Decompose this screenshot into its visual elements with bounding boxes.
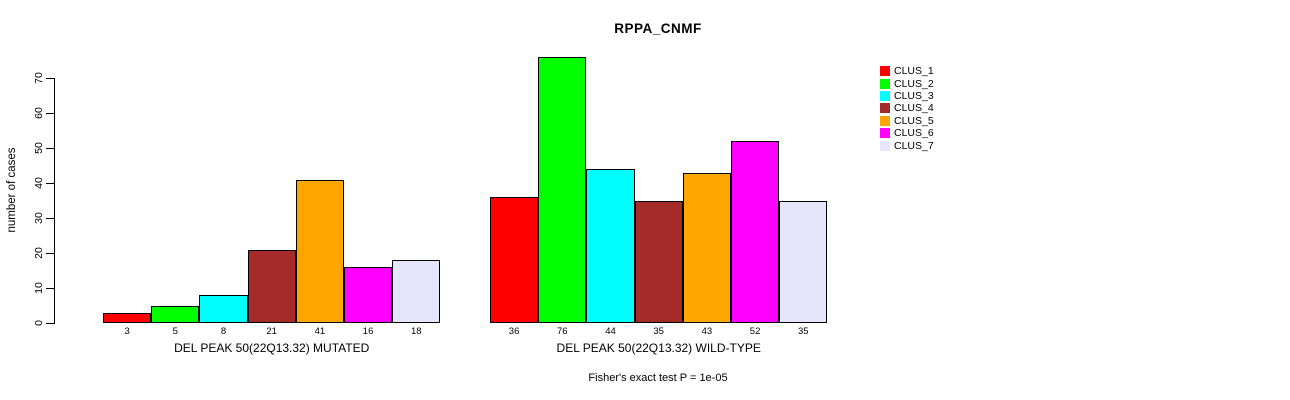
bar-value-label-clus-6-group2: 52: [749, 326, 761, 337]
y-tick-label-40: 40: [33, 177, 45, 189]
fisher-test-footnote: Fisher's exact test P = 1e-05: [588, 372, 728, 384]
y-tick-label-10: 10: [33, 282, 45, 294]
y-axis-label: number of cases: [6, 147, 18, 233]
bar-clus-5-group2: [682, 172, 731, 323]
bar-clus-3-group1: [199, 295, 248, 323]
y-tick-label-50: 50: [33, 142, 45, 154]
bar-value-label-clus-7-group1: 18: [411, 326, 422, 337]
bar-value-label-clus-4-group1: 21: [266, 326, 277, 337]
bar-clus-7-group1: [392, 260, 441, 323]
legend-label-clus-3: CLUS_3: [894, 89, 934, 102]
bar-clus-7-group2: [779, 200, 828, 323]
bar-value-label-clus-2-group2: 76: [557, 326, 568, 337]
bar-value-label-clus-5-group2: 43: [701, 326, 713, 337]
y-axis-tick-40: [46, 183, 54, 184]
legend-swatch-clus-5: [880, 115, 890, 126]
legend-row-clus-1: CLUS_1: [880, 65, 934, 77]
y-axis-tick-20: [46, 253, 54, 254]
bar-clus-3-group2: [586, 169, 635, 323]
bar-value-label-clus-2-group1: 5: [172, 326, 178, 337]
group-label-mutated: DEL PEAK 50(22Q13.32) MUTATED: [174, 341, 370, 355]
bar-clus-6-group1: [344, 267, 393, 323]
legend-row-clus-7: CLUS_7: [880, 139, 934, 152]
y-tick-label-60: 60: [33, 107, 45, 119]
legend-row-clus-5: CLUS_5: [880, 115, 934, 127]
bar-clus-4-group1: [247, 249, 296, 323]
legend-label-clus-4: CLUS_4: [894, 102, 934, 115]
y-tick-label-70: 70: [33, 72, 45, 84]
y-axis-tick-10: [46, 288, 54, 289]
legend-swatch-clus-6: [880, 128, 890, 139]
legend-row-clus-6: CLUS_6: [880, 127, 934, 139]
legend-swatch-clus-3: [880, 90, 890, 101]
y-axis-tick-30: [46, 218, 54, 219]
y-axis-tick-0: [46, 323, 54, 324]
bar-clus-1-group2: [490, 197, 539, 323]
chart-title: RPPA_CNMF: [614, 21, 702, 36]
y-axis-tick-50: [46, 148, 54, 149]
bar-clus-5-group1: [295, 179, 344, 323]
bar-value-label-clus-3-group1: 8: [220, 326, 227, 337]
bar-value-label-clus-3-group2: 44: [605, 326, 616, 337]
legend-label-clus-6: CLUS_6: [894, 127, 934, 140]
legend-swatch-clus-4: [880, 103, 890, 114]
bar-value-label-clus-1-group1: 3: [124, 326, 130, 337]
legend-label-clus-2: CLUS_2: [894, 77, 934, 90]
legend-swatch-clus-2: [880, 78, 890, 89]
y-axis-tick-70: [46, 78, 54, 79]
group-label-wild-type: DEL PEAK 50(22Q13.32) WILD-TYPE: [556, 341, 761, 355]
legend-swatch-clus-7: [880, 140, 890, 151]
legend-label-clus-7: CLUS_7: [894, 139, 934, 152]
legend: CLUS_1 CLUS_2 CLUS_3 CLUS_4 CLUS_5 CLUS_6 CLUS…: [880, 65, 934, 152]
bar-value-label-clus-6-group1: 16: [362, 326, 374, 337]
legend-row-clus-2: CLUS_2: [880, 77, 934, 90]
y-tick-label-30: 30: [33, 212, 45, 224]
legend-row-clus-4: CLUS_4: [880, 102, 934, 114]
bar-clus-1-group1: [103, 312, 152, 323]
legend-row-clus-3: CLUS_3: [880, 90, 934, 102]
bar-value-label-clus-1-group2: 36: [508, 326, 520, 337]
y-tick-label-0: 0: [33, 320, 45, 326]
bar-value-label-clus-4-group2: 35: [653, 326, 664, 337]
bar-clus-6-group2: [731, 141, 780, 323]
bar-clus-2-group2: [538, 57, 587, 323]
legend-label-clus-5: CLUS_5: [894, 114, 934, 127]
bar-clus-4-group2: [634, 200, 683, 323]
y-tick-label-20: 20: [33, 247, 45, 259]
bar-value-label-clus-7-group2: 35: [798, 326, 809, 337]
y-axis-tick-60: [46, 113, 54, 114]
bar-value-label-clus-5-group1: 41: [314, 326, 326, 337]
legend-swatch-clus-1: [880, 66, 890, 77]
bar-clus-2-group1: [151, 305, 200, 323]
y-axis-line: [54, 78, 55, 324]
legend-label-clus-1: CLUS_1: [894, 65, 934, 78]
